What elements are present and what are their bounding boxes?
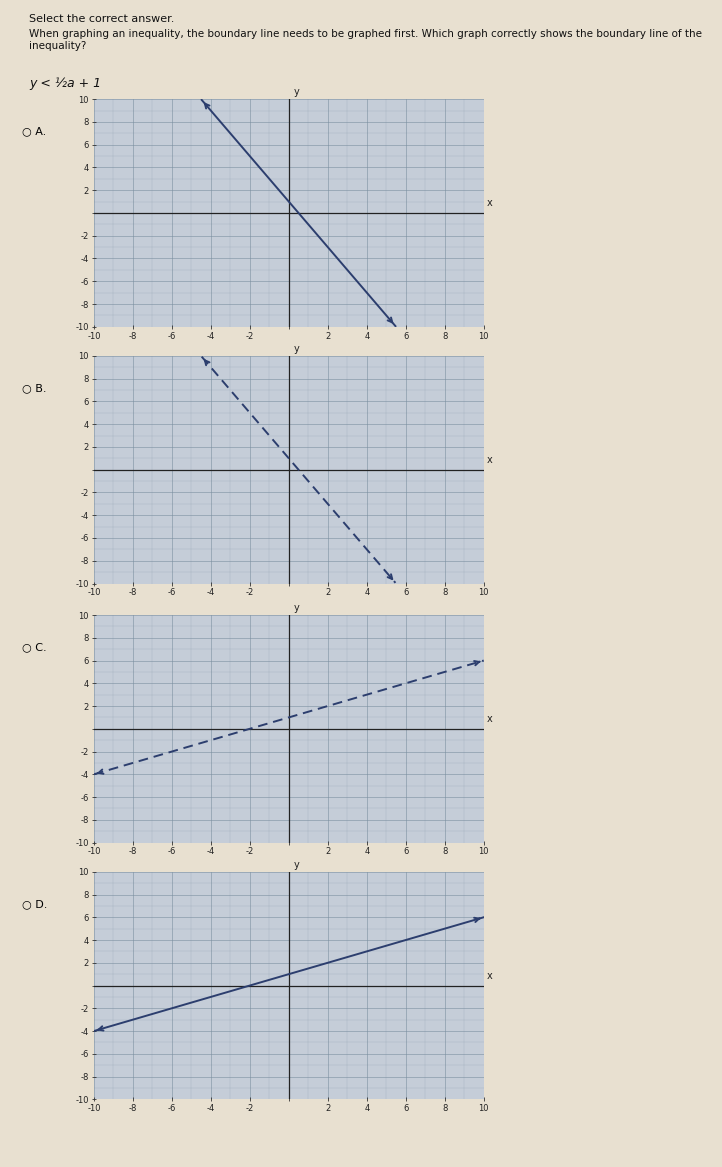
Text: x: x (487, 455, 492, 466)
Text: ○ A.: ○ A. (22, 126, 46, 137)
Text: y < ½a + 1: y < ½a + 1 (29, 77, 101, 90)
Text: x: x (487, 198, 492, 209)
Text: ○ D.: ○ D. (22, 899, 47, 909)
Text: When graphing an inequality, the boundary line needs to be graphed first. Which : When graphing an inequality, the boundar… (29, 29, 702, 51)
Text: y: y (294, 603, 300, 614)
Text: x: x (487, 971, 492, 981)
Text: y: y (294, 344, 300, 355)
Text: y: y (294, 88, 300, 98)
Text: y: y (294, 860, 300, 871)
Text: ○ C.: ○ C. (22, 642, 46, 652)
Text: x: x (487, 714, 492, 725)
Text: ○ B.: ○ B. (22, 383, 46, 393)
Text: Select the correct answer.: Select the correct answer. (29, 14, 174, 25)
